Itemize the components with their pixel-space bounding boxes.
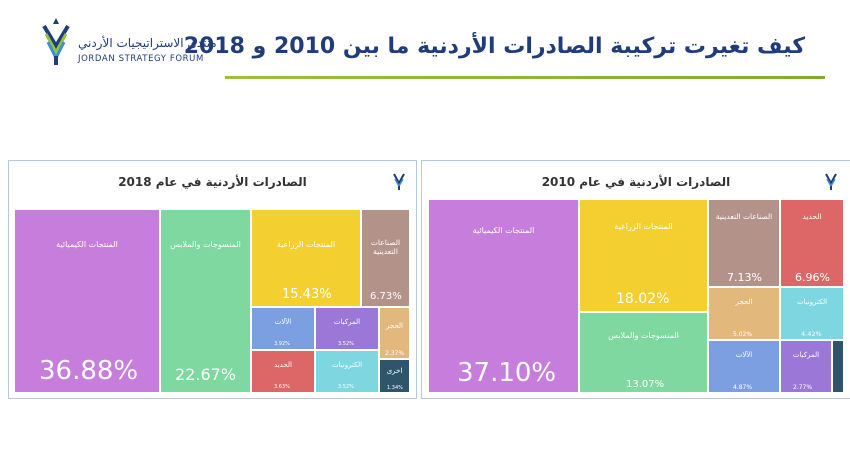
cell-label: الحديد (802, 212, 822, 221)
treemap-cell-mining-2010: الصناعات التعدينية 7.13% (708, 199, 780, 287)
treemap-panel-2018: الصادرات الأردنية في عام 2018 المنتجات ا… (8, 160, 417, 399)
treemap-title-2018: الصادرات الأردنية في عام 2018 (118, 175, 307, 189)
cell-value: 37.10% (457, 358, 557, 388)
logo-arabic-text: منتدى الاستراتيجيات الأردني (78, 36, 217, 50)
page-title: كيف تغيرت تركيبة الصادرات الأردنية ما بي… (183, 34, 805, 59)
cell-label: الكترونيات (796, 298, 828, 306)
cell-label: الصناعات التعدينية (370, 238, 401, 257)
title-divider (225, 76, 825, 79)
treemap-cell-mining-2018: الصناعات التعدينية 6.73% (361, 209, 410, 307)
treemap-cell-stone-2018: الحجر 2.37% (379, 307, 410, 359)
treemap-cell-agriculture-2018: المنتجات الزراعية 15.43% (251, 209, 361, 307)
cell-label: المنسوجات والملابس (608, 331, 679, 340)
treemap-cell-vehicles-2010: المركبات 2.77% (780, 340, 832, 393)
cell-value: 4.42% (801, 330, 822, 338)
cell-value: 18.02% (616, 291, 670, 307)
cell-label: المركبات (333, 318, 361, 326)
treemap-cell-chemicals-2010: المنتجات الكيميائية 37.10% (428, 199, 579, 393)
logo-english-text: JORDAN STRATEGY FORUM (78, 54, 204, 64)
cell-value: 2.37% (385, 350, 405, 357)
treemap-cell-stone-2010: الحجر 5.02% (708, 287, 780, 340)
cell-label: الآلات (274, 318, 292, 326)
cell-label: المنتجات الكيميائية (56, 240, 118, 249)
cell-label: الحجر (386, 322, 403, 330)
treemap-cell-iron-2018: الحديد 3.63% (251, 350, 315, 393)
treemap-title-2010: الصادرات الأردنية في عام 2010 (541, 175, 731, 189)
cell-label: الصناعات التعدينية (715, 212, 773, 221)
treemap-cell-textiles-2010: المنسوجات والملابس 13.07% (579, 312, 708, 393)
cell-label: المنتجات الزراعية (614, 222, 673, 231)
cell-value: 4.87% (733, 384, 753, 391)
cell-value: 15.43% (282, 287, 332, 302)
cell-value: 3.92% (274, 341, 290, 347)
forum-mini-logo-icon (393, 173, 405, 190)
treemap-cell-other-2018: اخرى 1.34% (379, 359, 410, 393)
cell-value: 22.67% (175, 365, 237, 384)
cell-label: المنتجات الزراعية (276, 240, 336, 249)
treemap-cell-electronics-2018: الكترونيات 3.52% (315, 350, 379, 393)
cell-value: 2.77% (793, 384, 813, 391)
cell-value: 6.73% (370, 291, 402, 302)
cell-label: الكترونيات (331, 361, 363, 369)
treemap-cell-electronics-2010: الكترونيات 4.42% (780, 287, 844, 340)
cell-label: المنسوجات والملابس (170, 240, 241, 249)
cell-value: 3.52% (338, 384, 354, 390)
treemap-cell-other-2010 (832, 340, 844, 393)
cell-value: 7.13% (727, 271, 762, 284)
treemap-cell-textiles-2018: المنسوجات والملابس 22.67% (160, 209, 251, 393)
treemap-cell-agriculture-2010: المنتجات الزراعية 18.02% (579, 199, 708, 312)
treemap-2010: المنتجات الكيميائية 37.10% المنتجات الزر… (428, 199, 844, 393)
treemap-2018: المنتجات الكيميائية 36.88% المنسوجات وال… (14, 209, 410, 393)
cell-value: 3.52% (338, 341, 354, 347)
treemap-cell-iron-2010: الحديد 6.96% (780, 199, 844, 287)
cell-label: اخرى (386, 367, 403, 375)
cell-value: 36.88% (39, 356, 139, 386)
forum-logo: منتدى الاستراتيجيات الأردني JORDAN STRAT… (38, 16, 228, 68)
forum-logo-icon (42, 18, 70, 65)
cell-label: الآلات (735, 351, 753, 359)
cell-value: 1.34% (387, 385, 403, 391)
cell-value: 5.02% (733, 331, 753, 338)
cell-value: 13.07% (626, 379, 665, 390)
cell-label: الحجر (735, 298, 753, 306)
treemap-cell-vehicles-2018: المركبات 3.52% (315, 307, 379, 350)
cell-value: 3.63% (274, 384, 290, 390)
treemap-panel-2010: الصادرات الأردنية في عام 2010 المنتجات ا… (421, 160, 850, 399)
treemap-cell-chemicals-2018: المنتجات الكيميائية 36.88% (14, 209, 160, 393)
cell-label: المنتجات الكيميائية (472, 226, 535, 235)
cell-label: المركبات (792, 351, 820, 359)
treemap-cell-machinery-2018: الآلات 3.92% (251, 307, 315, 350)
forum-mini-logo-icon (825, 173, 837, 190)
treemap-cell-machinery-2010: الآلات 4.87% (708, 340, 780, 393)
cell-label: الحديد (274, 361, 292, 369)
cell-value: 6.96% (795, 271, 830, 284)
